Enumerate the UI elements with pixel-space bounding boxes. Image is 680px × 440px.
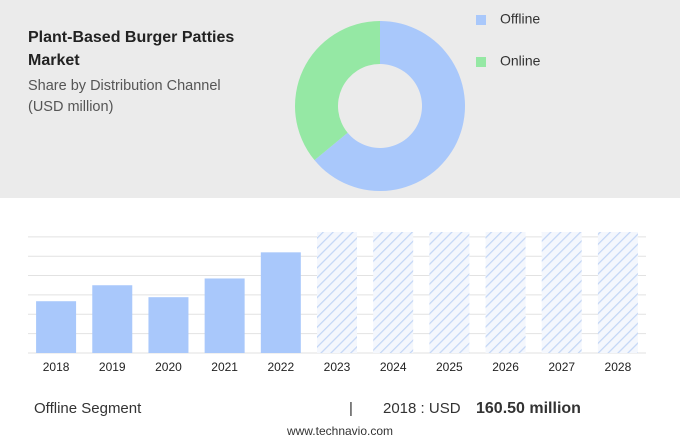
chart-subtitle: Share by Distribution Channel (USD milli… xyxy=(28,78,221,115)
highlight-value: 160.50 million xyxy=(476,400,581,417)
bar xyxy=(36,301,77,353)
x-tick-label: 2027 xyxy=(548,360,575,374)
forecast-bar xyxy=(597,232,638,353)
x-tick-label: 2018 xyxy=(43,360,70,374)
legend-swatch xyxy=(476,57,486,67)
chart: Offline Online 2018 2019 2020 2021 2022 2023 202… xyxy=(28,11,646,374)
donut-slice xyxy=(295,20,380,161)
x-tick-label: 2025 xyxy=(436,360,463,374)
x-tick-label: 2026 xyxy=(492,360,519,374)
bar xyxy=(148,297,189,353)
x-tick-label: 2019 xyxy=(99,360,126,374)
bar xyxy=(260,252,301,353)
forecast-bar xyxy=(373,232,414,353)
legend-label: Offline xyxy=(500,11,540,27)
x-tick-label: 2020 xyxy=(155,360,182,374)
chart-title: Plant-Based Burger Patties Market xyxy=(28,29,235,69)
separator: | xyxy=(349,400,353,417)
x-tick-label: 2024 xyxy=(380,360,407,374)
x-tick-label: 2021 xyxy=(211,360,238,374)
forecast-bar xyxy=(485,232,526,353)
x-tick-label: 2028 xyxy=(605,360,632,374)
source: www.technavio.com xyxy=(286,424,394,438)
legend-swatch xyxy=(476,15,486,25)
forecast-bar xyxy=(429,232,470,353)
x-tick-label: 2022 xyxy=(267,360,294,374)
bar xyxy=(204,278,245,353)
bar xyxy=(92,285,133,353)
legend-label: Online xyxy=(500,53,541,69)
highlight-prefix: 2018 : USD xyxy=(383,400,461,417)
x-tick-label: 2023 xyxy=(324,360,351,374)
forecast-bar xyxy=(317,232,357,353)
segment-label: Offline Segment xyxy=(34,400,142,417)
footer: Offline Segment | 2018 : USD 160.50 mill… xyxy=(0,400,680,422)
donut-slice xyxy=(314,21,466,191)
forecast-bar xyxy=(541,232,582,353)
